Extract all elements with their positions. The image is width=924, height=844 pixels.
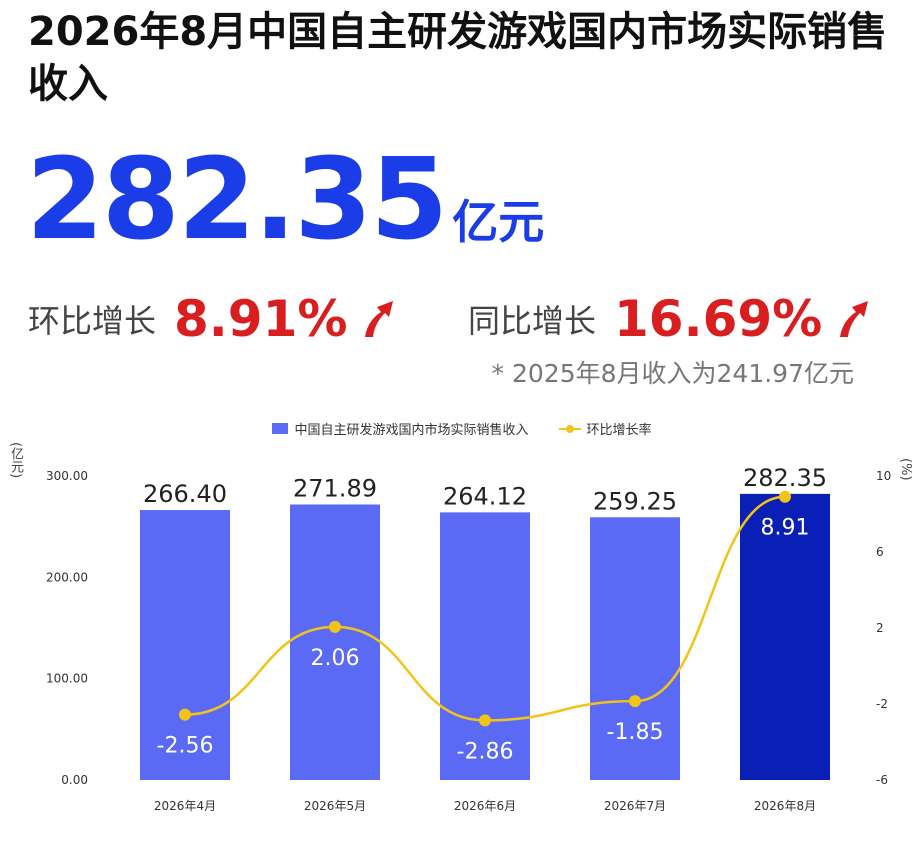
red-up-arrow-icon xyxy=(355,295,395,343)
bar-value-label: 266.40 xyxy=(143,480,227,508)
y-right-tick: 10 xyxy=(876,469,891,483)
rate-value-label: 8.91 xyxy=(761,516,810,541)
rate-value-label: -2.86 xyxy=(457,739,514,764)
legend-swatch-line xyxy=(558,423,581,434)
legend-item-revenue: 中国自主研发游戏国内市场实际销售收入 xyxy=(272,419,529,438)
y-left-tick: 300.00 xyxy=(46,469,88,483)
bar-value-label: 271.89 xyxy=(293,474,377,502)
footnote: * 2025年8月收入为241.97亿元 xyxy=(491,359,854,388)
bar xyxy=(290,504,380,780)
bar xyxy=(590,517,680,780)
x-tick-label: 2026年6月 xyxy=(454,799,516,813)
legend-swatch-bar xyxy=(272,422,289,434)
y-left-tick: 0.00 xyxy=(61,773,88,787)
yoy-growth: 同比增长 16.69% xyxy=(468,284,870,354)
y-right-tick: 2 xyxy=(876,621,884,635)
yoy-growth-value: 16.69% xyxy=(614,290,823,348)
bar xyxy=(440,512,530,780)
rate-point xyxy=(629,695,641,708)
headline-value: 282.35 xyxy=(26,135,448,265)
y-right-tick: 6 xyxy=(876,545,884,559)
rate-point xyxy=(329,620,341,633)
rate-point xyxy=(779,490,791,503)
rate-value-label: -1.85 xyxy=(607,720,664,745)
y-left-tick: 200.00 xyxy=(46,570,88,584)
mom-growth-label: 环比增长 xyxy=(28,302,157,340)
bar xyxy=(140,510,230,780)
y-left-tick: 100.00 xyxy=(46,672,88,686)
red-up-arrow-icon xyxy=(830,295,870,343)
rate-point xyxy=(479,714,491,727)
x-tick-label: 2026年8月 xyxy=(754,799,816,813)
mom-growth-value: 8.91% xyxy=(174,290,348,348)
legend-label-rate: 环比增长率 xyxy=(586,422,652,438)
x-tick-label: 2026年5月 xyxy=(304,799,366,813)
headline-revenue: 282.35 亿元 xyxy=(26,140,544,260)
x-tick-label: 2026年7月 xyxy=(604,799,666,813)
rate-point xyxy=(179,708,191,721)
rate-value-label: -2.56 xyxy=(157,734,214,759)
legend-item-rate: 环比增长率 xyxy=(558,419,652,438)
chart-legend: 中国自主研发游戏国内市场实际销售收入 环比增长率 xyxy=(0,416,924,440)
rate-value-label: 2.06 xyxy=(311,646,360,671)
legend-label-revenue: 中国自主研发游戏国内市场实际销售收入 xyxy=(294,422,529,438)
yoy-growth-label: 同比增长 xyxy=(468,302,597,340)
bar-value-label: 282.35 xyxy=(743,464,827,492)
bar xyxy=(740,493,830,780)
bar-value-label: 264.12 xyxy=(443,482,527,510)
page-title: 2026年8月中国自主研发游戏国内市场实际销售收入 xyxy=(28,9,888,107)
y-right-tick: -2 xyxy=(876,697,888,711)
y-left-unit: (亿元) xyxy=(8,442,23,479)
x-tick-label: 2026年4月 xyxy=(154,799,216,813)
mom-growth: 环比增长 8.91% xyxy=(28,284,395,354)
headline-unit: 亿元 xyxy=(452,195,545,249)
y-right-tick: -6 xyxy=(876,773,888,787)
bar-value-label: 259.25 xyxy=(593,487,677,515)
revenue-chart: 0.00 100.00 200.00 300.00 -6 -2 2 6 10 266.40 271.… xyxy=(46,464,891,813)
y-right-unit: (%) xyxy=(898,458,913,481)
